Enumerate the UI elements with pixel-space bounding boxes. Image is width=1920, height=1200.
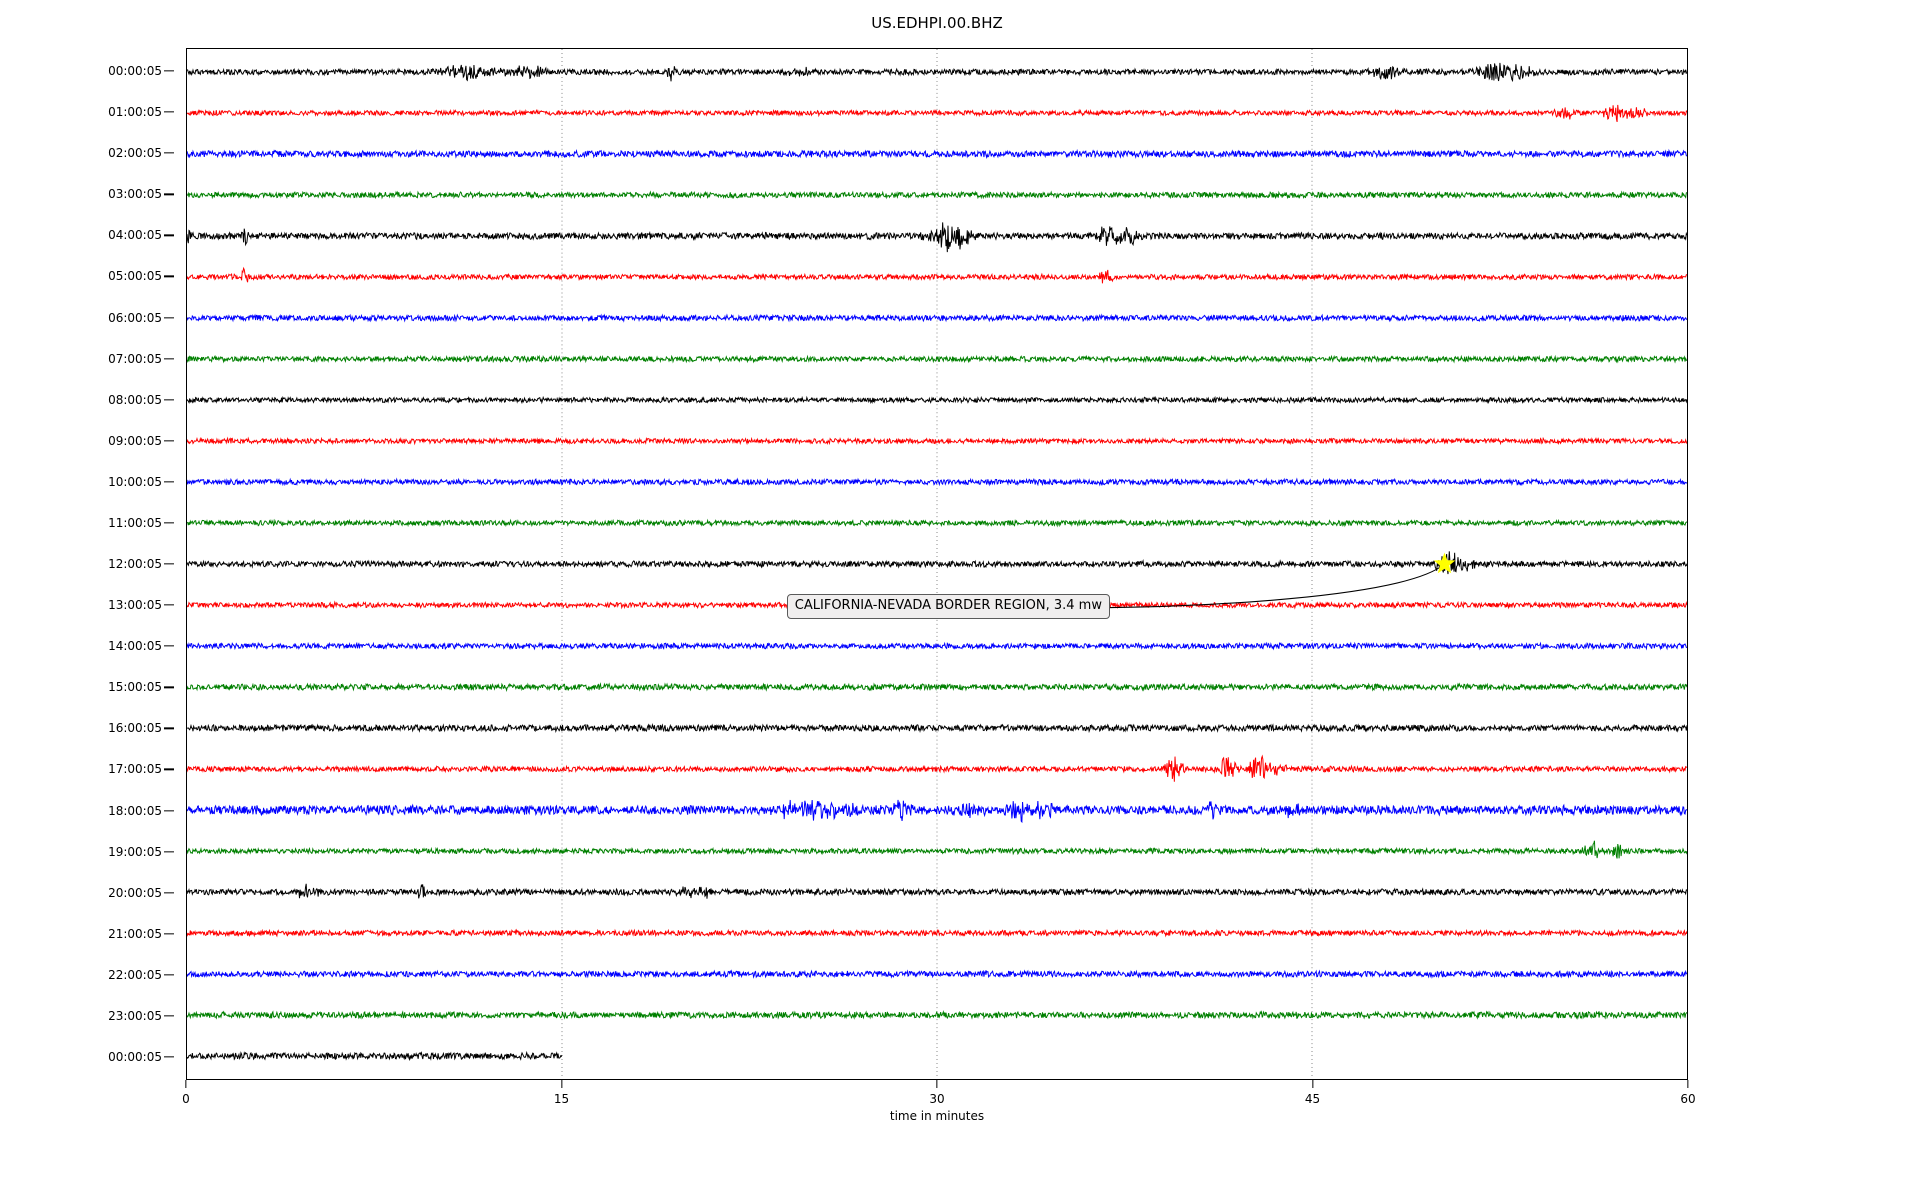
x-tick-mark	[1311, 1080, 1314, 1088]
x-tick-mark	[1687, 1080, 1689, 1088]
y-tick-mark	[164, 974, 174, 976]
trace-line	[187, 518, 1687, 528]
trace-line	[187, 354, 1687, 364]
trace-line	[187, 222, 1687, 253]
y-tick-label: 19:00:05	[108, 844, 162, 859]
y-tick-mark	[164, 481, 174, 483]
x-tick-mark	[560, 1080, 563, 1088]
x-tick-mark	[185, 1080, 187, 1088]
y-tick-label: 11:00:05	[108, 515, 162, 530]
y-tick-mark	[164, 152, 174, 154]
trace-line	[187, 266, 1687, 284]
trace-line	[187, 883, 1687, 899]
y-tick-mark	[164, 727, 174, 729]
y-tick-label: 18:00:05	[108, 803, 162, 818]
trace-line	[187, 1050, 563, 1062]
trace-line	[187, 1009, 1687, 1020]
y-tick-mark	[164, 316, 174, 319]
trace-line	[187, 928, 1687, 938]
y-tick-mark	[164, 234, 174, 236]
y-tick-label: 04:00:05	[108, 228, 162, 243]
x-tick-mark	[936, 1080, 938, 1088]
y-tick-mark	[164, 193, 174, 195]
y-tick-label: 16:00:05	[108, 721, 162, 736]
trace-line	[187, 754, 1687, 782]
trace-line	[187, 840, 1687, 859]
y-tick-mark	[164, 70, 174, 72]
y-tick-mark	[164, 1056, 174, 1058]
x-tick-label: 0	[182, 1092, 190, 1106]
y-tick-mark	[164, 563, 174, 565]
trace-line	[187, 969, 1687, 979]
seismogram-traces	[187, 49, 1687, 1079]
y-tick-mark	[164, 768, 174, 771]
y-tick-label: 00:00:05	[108, 64, 162, 78]
trace-line	[187, 477, 1687, 487]
y-tick-mark	[164, 686, 174, 688]
y-tick-label: 05:00:05	[108, 269, 162, 284]
y-tick-label: 21:00:05	[108, 926, 162, 941]
y-tick-label: 23:00:05	[108, 1008, 162, 1023]
y-tick-label: 10:00:05	[108, 474, 162, 489]
x-tick-label: 60	[1680, 1092, 1696, 1106]
y-tick-label: 17:00:05	[108, 762, 162, 777]
y-axis: 00:00:05 01:00:05 02:00:05 03:00:05 04:00:05…	[0, 48, 186, 1080]
x-axis: 0 15 30 45 60	[182, 1080, 1696, 1120]
x-tick-label: 45	[1304, 1092, 1321, 1106]
x-tick-label: 30	[929, 1092, 945, 1106]
y-tick-mark	[164, 604, 174, 606]
trace-line	[187, 104, 1687, 123]
y-tick-mark	[164, 809, 174, 812]
y-tick-label: 06:00:05	[108, 310, 162, 325]
page-title: US.EDHPI.00.BHZ	[871, 14, 1003, 32]
trace-line	[187, 313, 1687, 323]
y-tick-label: 15:00:05	[108, 680, 162, 695]
y-tick-label: 07:00:05	[108, 351, 162, 366]
earthquake-star-marker[interactable]	[1433, 552, 1456, 574]
trace-line	[187, 799, 1687, 824]
y-tick-mark	[164, 933, 174, 935]
annotation-leader-line	[1066, 563, 1445, 609]
x-tick-label: 15	[553, 1092, 570, 1106]
y-tick-label: 08:00:05	[108, 392, 162, 407]
plot-area[interactable]	[186, 48, 1688, 1080]
y-tick-mark	[164, 645, 174, 647]
trace-line	[187, 551, 1687, 575]
x-axis-label: time in minutes	[889, 1109, 985, 1123]
y-tick-label: 20:00:05	[108, 885, 162, 900]
y-tick-mark	[164, 440, 174, 442]
y-tick-label: 03:00:05	[108, 187, 162, 202]
y-tick-label: 12:00:05	[108, 557, 162, 571]
trace-line	[187, 682, 1687, 693]
y-tick-label: 09:00:05	[108, 433, 162, 448]
y-tick-label: 02:00:05	[108, 146, 162, 161]
y-tick-label: 22:00:05	[108, 967, 162, 982]
trace-line	[187, 62, 1687, 83]
trace-line	[187, 190, 1687, 200]
y-tick-label: 01:00:05	[108, 105, 162, 120]
y-tick-mark	[164, 399, 174, 401]
y-tick-mark	[164, 850, 174, 853]
y-tick-mark	[164, 1015, 174, 1017]
trace-line	[187, 148, 1687, 160]
earthquake-annotation-label[interactable]: CALIFORNIA-NEVADA BORDER REGION, 3.4 mw	[786, 594, 1110, 620]
trace-line	[187, 436, 1687, 446]
y-tick-mark	[164, 275, 174, 278]
trace-line	[187, 395, 1687, 405]
y-tick-label: 14:00:05	[108, 639, 162, 654]
y-tick-label: 00:00:05	[108, 1050, 162, 1064]
y-tick-mark	[164, 892, 174, 894]
trace-line	[187, 723, 1687, 734]
y-tick-mark	[164, 111, 174, 113]
y-tick-mark	[164, 522, 174, 524]
y-tick-label: 13:00:05	[108, 598, 162, 613]
y-tick-mark	[164, 357, 174, 360]
trace-line	[187, 641, 1687, 651]
